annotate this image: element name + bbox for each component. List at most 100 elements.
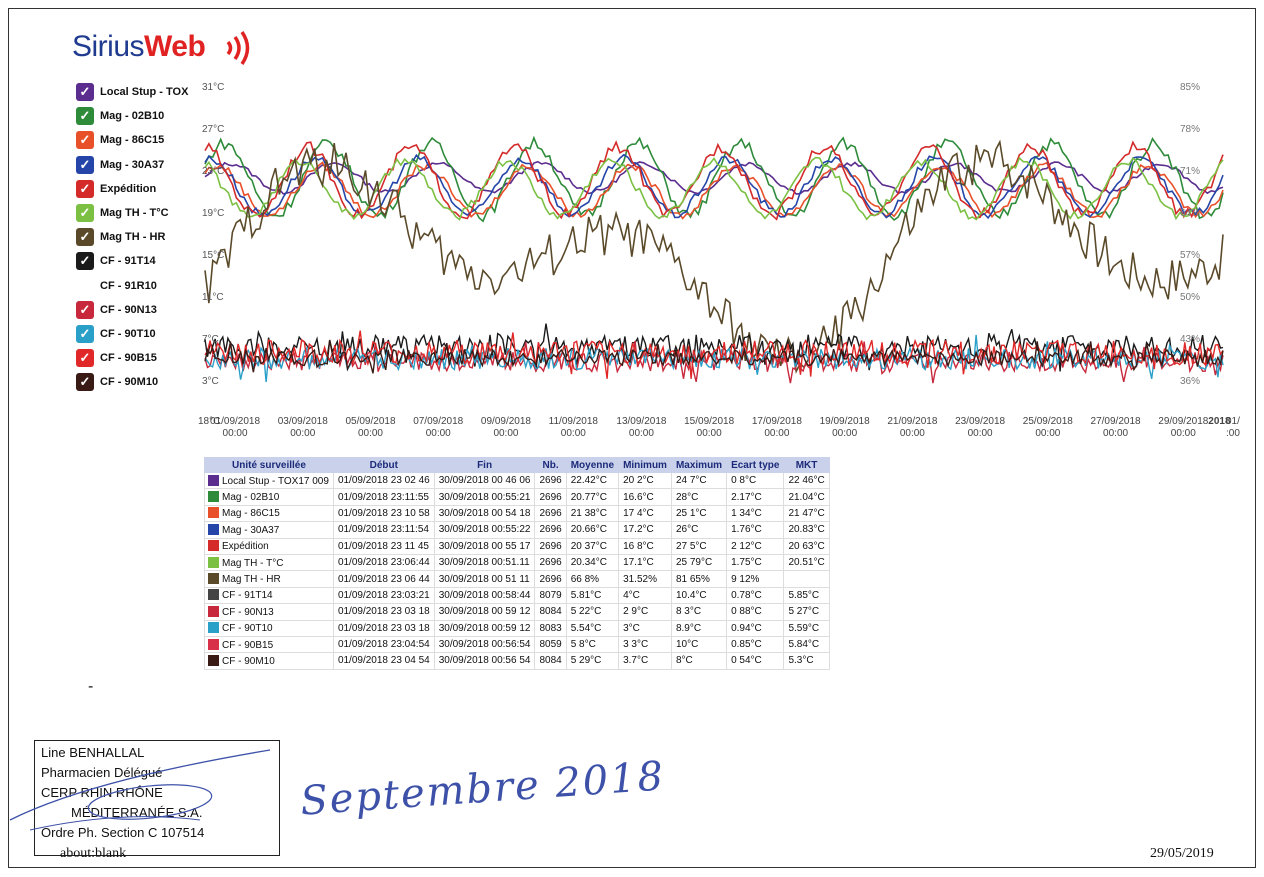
- legend-checkbox-icon[interactable]: [76, 277, 94, 295]
- table-row: Mag - 02B10 01/09/2018 23:11:55 30/09/2018…: [204, 488, 830, 506]
- table-cell: 01/09/2018 23 03 18: [332, 619, 435, 637]
- legend-label: Mag - 02B10: [100, 110, 165, 123]
- series-line: [204, 323, 1224, 372]
- table-cell: 01/09/2018 23 02 46: [332, 471, 435, 490]
- right-axis-tick: 43%: [1180, 334, 1201, 345]
- table-header-cell[interactable]: MKT: [783, 457, 830, 473]
- table-cell: 5 8°C: [565, 635, 620, 654]
- table-header-cell[interactable]: Minimum: [618, 457, 672, 473]
- legend-checkbox-icon[interactable]: ✓: [76, 155, 94, 174]
- table-cell: 2.17°C: [726, 488, 785, 506]
- table-cell: 20.77°C: [565, 488, 620, 506]
- legend-item[interactable]: CF - 91R10: [76, 274, 204, 298]
- legend-item[interactable]: ✓ Mag TH - T°C: [76, 201, 204, 225]
- legend-checkbox-icon[interactable]: ✓: [76, 300, 94, 319]
- temperature-chart: [204, 135, 1224, 384]
- table-cell: Mag TH - HR: [204, 570, 334, 588]
- x-tick-time: 00:00: [357, 428, 383, 439]
- legend-label: CF - 90N13: [100, 303, 157, 316]
- legend-checkbox-icon[interactable]: ✓: [76, 83, 94, 102]
- table-header-cell[interactable]: Moyenne: [565, 457, 620, 473]
- legend-checkbox-icon[interactable]: ✓: [76, 228, 94, 247]
- x-axis-tick: 29/09/2018 00:00: [1158, 416, 1208, 440]
- table-cell: 8.9°C: [670, 619, 728, 637]
- legend-item[interactable]: ✓ CF - 90T10: [76, 322, 204, 346]
- legend-item[interactable]: ✓ Expédition: [76, 177, 204, 201]
- legend-checkbox-icon[interactable]: ✓: [76, 324, 94, 343]
- right-axis-tick: 78%: [1180, 124, 1201, 135]
- table-cell: CF - 90T10: [204, 619, 334, 637]
- table-cell: Mag - 86C15: [204, 504, 334, 523]
- table-cell: 16.6°C: [618, 488, 672, 506]
- table-header-cell[interactable]: Unité surveillée: [204, 457, 334, 473]
- x-tick-date: 19/09/2018: [819, 416, 870, 427]
- legend-checkbox-icon[interactable]: ✓: [76, 179, 94, 198]
- table-cell: 20.83°C: [783, 521, 830, 539]
- table-row: Mag TH - T°C 01/09/2018 23:06:44 30/09/201…: [204, 553, 830, 572]
- table-cell: 30/09/2018 00:56:54: [433, 635, 536, 654]
- legend-item[interactable]: ✓ CF - 91T14: [76, 249, 204, 273]
- x-tick-time: 00:00: [1170, 428, 1196, 439]
- table-cell: 25 1°C: [670, 504, 728, 523]
- table-cell: 0 54°C: [726, 652, 785, 670]
- legend-checkbox-icon[interactable]: ✓: [76, 204, 94, 223]
- legend-item[interactable]: ✓ CF - 90B15: [76, 346, 204, 370]
- table-cell: 10°C: [670, 635, 728, 654]
- legend-checkbox-icon[interactable]: ✓: [76, 252, 94, 271]
- left-axis-tick: 11°C: [202, 292, 224, 303]
- x-axis-tick: 01/:00: [1226, 416, 1240, 440]
- legend-item[interactable]: ✓ Mag TH - HR: [76, 225, 204, 249]
- legend-item[interactable]: ✓ Mag - 30A37: [76, 153, 204, 177]
- table-cell: 20 37°C: [565, 537, 620, 555]
- table-cell: 21.04°C: [783, 488, 830, 506]
- series-name: CF - 90M10: [222, 655, 275, 667]
- series-name: CF - 90N13: [222, 606, 274, 618]
- logo-text-web: Web: [144, 30, 206, 63]
- series-line: [204, 330, 1224, 379]
- table-cell: 27 5°C: [670, 537, 728, 555]
- legend-checkbox-icon[interactable]: ✓: [76, 131, 94, 150]
- x-axis-tick: 09/09/2018 00:00: [481, 416, 531, 440]
- table-cell: 1.75°C: [726, 553, 785, 572]
- series-color-swatch-icon: [208, 523, 219, 535]
- table-cell: 30/09/2018 00 59 12: [433, 603, 536, 621]
- legend-item[interactable]: ✓ CF - 90N13: [76, 298, 204, 322]
- x-tick-date: 13/09/2018: [616, 416, 667, 427]
- table-header-cell[interactable]: Ecart type: [726, 457, 785, 473]
- table-cell: 5.85°C: [783, 586, 830, 605]
- series-color-swatch-icon: [208, 507, 219, 519]
- legend-checkbox-icon[interactable]: ✓: [76, 107, 94, 126]
- table-cell: 30/09/2018 00 46 06: [433, 471, 536, 490]
- table-cell: 28°C: [670, 488, 728, 506]
- legend-item[interactable]: ✓ Local Stup - TOX: [76, 80, 204, 104]
- table-cell: 2 9°C: [618, 603, 672, 621]
- left-axis-tick: 23°C: [202, 166, 225, 177]
- x-axis-tick: 25/09/2018 00:00: [1023, 416, 1073, 440]
- legend-item[interactable]: ✓ CF - 90M10: [76, 370, 204, 394]
- table-header-cell[interactable]: Début: [332, 457, 435, 473]
- legend-label: CF - 90M10: [100, 376, 159, 389]
- table-cell: 30/09/2018 00:59 12: [433, 619, 536, 637]
- legend-label: CF - 90T10: [100, 327, 156, 340]
- table-cell: 17 4°C: [618, 504, 672, 523]
- table-header-cell[interactable]: Fin: [433, 457, 536, 473]
- left-axis-tick: 3°C: [202, 376, 219, 387]
- table-header-cell[interactable]: Nb.: [534, 457, 567, 473]
- legend-item[interactable]: ✓ Mag - 86C15: [76, 128, 204, 152]
- x-axis-tick: 15/09/2018 00:00: [684, 416, 734, 440]
- x-tick-time: :00: [1226, 428, 1240, 439]
- legend-checkbox-icon[interactable]: ✓: [76, 373, 94, 392]
- x-axis-tick: 27/09/2018 00:00: [1091, 416, 1141, 440]
- right-axis-tick: 85%: [1180, 82, 1201, 93]
- table-cell: 01/09/2018 23 11 45: [332, 537, 435, 555]
- series-name: CF - 91T14: [222, 590, 273, 602]
- x-tick-time: 00:00: [967, 428, 993, 439]
- table-cell: 3 3°C: [618, 635, 672, 654]
- legend-checkbox-icon[interactable]: ✓: [76, 349, 94, 368]
- table-cell: 20 2°C: [618, 471, 672, 490]
- table-cell: 01/09/2018 23 04 54: [332, 652, 435, 670]
- siriusweb-logo: SiriusWeb: [72, 30, 250, 65]
- legend-item[interactable]: ✓ Mag - 02B10: [76, 104, 204, 128]
- table-cell: 2696: [534, 488, 567, 506]
- table-header-cell[interactable]: Maximum: [670, 457, 728, 473]
